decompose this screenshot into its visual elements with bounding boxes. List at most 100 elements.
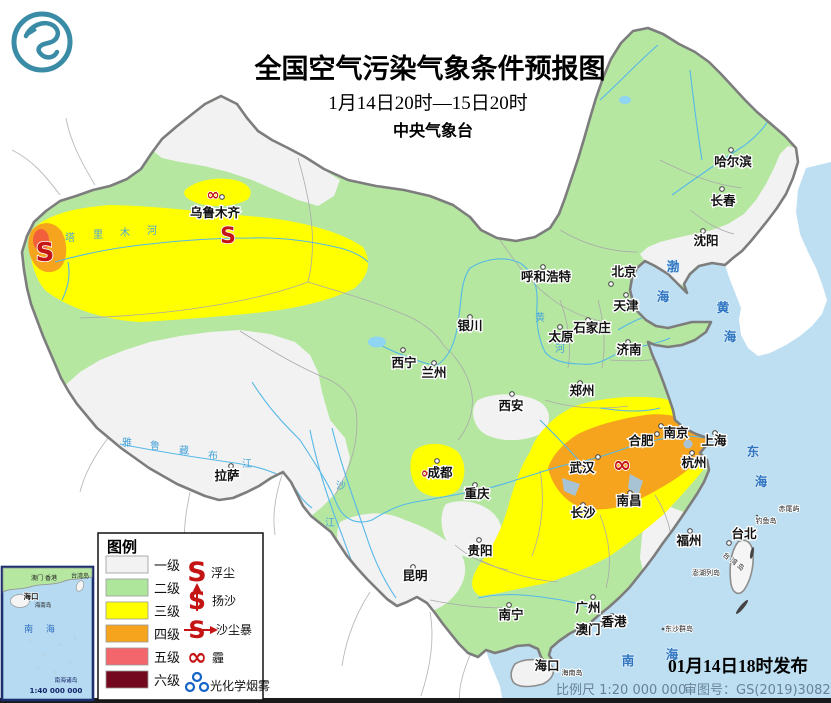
dust-label: 浮尘 — [211, 566, 235, 580]
legend-title: 图例 — [107, 538, 137, 556]
city-marker — [719, 186, 725, 192]
city-label: 长春 — [710, 193, 736, 208]
city-label: 银川 — [457, 318, 482, 333]
logo-dragon-head-icon — [25, 28, 37, 37]
blowing-sand-label: 扬沙 — [212, 593, 236, 608]
hazard-symbols: ∞ S S ∞ ∞ — [35, 184, 632, 483]
city-label: 西宁 — [391, 355, 416, 370]
city-marker — [577, 380, 583, 386]
city-label: 武汉 — [569, 460, 595, 475]
city-marker — [410, 564, 416, 570]
city-label: 天津 — [613, 298, 639, 313]
city-label: 贵阳 — [467, 543, 492, 558]
city-label: 海口 — [534, 658, 559, 673]
city-marker — [431, 360, 437, 366]
city-marker — [540, 264, 546, 270]
city-marker — [700, 228, 706, 234]
photochemical-smog-symbol-icon — [184, 671, 210, 693]
city-label: 西安 — [498, 398, 523, 413]
inset-islands-label: 南海诸岛 — [54, 676, 77, 684]
sea-name-char: 渤 — [667, 259, 680, 274]
inset-taiwan — [75, 580, 85, 592]
city-marker — [712, 430, 718, 436]
haze-map-symbol-icon: ∞ — [206, 185, 219, 204]
sea-name-char: 海 — [666, 647, 679, 662]
sea-labels: 渤海黄海东海南海 — [621, 258, 769, 669]
city-label: 长沙 — [570, 505, 596, 520]
legend-swatch-level-2 — [105, 578, 149, 597]
city-marker — [658, 423, 664, 429]
city-label: 沈阳 — [693, 233, 718, 248]
city-label: 合肥 — [628, 433, 654, 448]
legend-level-label: 一级 — [154, 559, 180, 574]
haze-symbol-icon: ∞ — [187, 643, 207, 671]
qinling-white — [473, 394, 549, 441]
diaoyu-island-label: 钓鱼岛 — [756, 516, 777, 525]
sea-name-char: 海 — [724, 329, 737, 344]
river-name-char: 鲁 — [150, 439, 160, 452]
inset-macau-hongkong-label: 澳门 香港 — [31, 574, 57, 582]
lakes — [368, 96, 693, 496]
ryukyu-islet — [749, 547, 755, 559]
inset-haikou-label: 海口 — [24, 591, 39, 601]
dust-map-symbol-icon: S — [220, 224, 236, 249]
city-label: 石家庄 — [572, 320, 611, 335]
city-marker — [228, 463, 234, 469]
city-label: 哈尔滨 — [714, 154, 752, 169]
dust-symbol-icon: S — [187, 557, 206, 588]
city-marker — [623, 292, 629, 298]
bottom-frame — [0, 698, 831, 703]
city-marker — [580, 502, 586, 508]
legend-swatch-level-1 — [105, 555, 149, 574]
issue-time: 01月14日18时发布 — [668, 656, 808, 676]
city-label: 兰州 — [421, 365, 446, 380]
qinghai-lake — [368, 336, 386, 348]
dongsha-islands-label: 东沙群岛 — [665, 624, 693, 633]
city-marker — [539, 658, 545, 664]
tibet-white — [60, 330, 350, 517]
city-marker — [472, 482, 478, 488]
islands — [510, 505, 784, 688]
chiwei-islet — [780, 505, 784, 509]
inset-coast — [2, 567, 93, 593]
header: 全国空气污染气象条件预报图 1月14日20时—15日20时 中央气象台 — [254, 53, 606, 140]
legend-level-label: 三级 — [154, 605, 180, 620]
sea-name-char: 海 — [657, 289, 670, 304]
city-marker — [654, 431, 660, 437]
cma-logo — [11, 11, 73, 73]
hulun-lake — [619, 96, 631, 104]
city-marker — [609, 613, 615, 619]
legend-swatch-level-3 — [105, 601, 149, 620]
city-marker — [687, 528, 693, 534]
tarim-yellow — [30, 205, 369, 322]
city-marker — [506, 602, 512, 608]
city-label: 福州 — [675, 533, 701, 548]
foreign-borders — [11, 117, 471, 703]
city-marker — [595, 454, 601, 460]
river-name-char: 里 — [93, 229, 103, 241]
river-name-char: 河 — [555, 343, 565, 355]
sea-name-char: 海 — [755, 474, 768, 489]
kashgar-red-core — [33, 229, 49, 251]
luzon-strait-islet — [736, 599, 748, 615]
haze-map-symbol-icon: ∞ — [613, 453, 631, 478]
taiwan-island — [729, 539, 754, 595]
tarim-river — [54, 237, 369, 263]
penghu-islands-label: 澎湖列岛 — [692, 568, 720, 577]
yellow-river — [379, 258, 671, 367]
city-label: 乌鲁木齐 — [190, 205, 241, 220]
sandstorm-label: 沙尘暴 — [216, 623, 252, 637]
south-china-sea-inset: 澳门 香港 台湾岛 海口 海南岛 南 海 南海诸岛 1:40 000 000 — [0, 565, 95, 702]
city-label: 台北 — [731, 526, 757, 541]
sea-name-char: 东 — [747, 444, 760, 459]
map-scale: 比例尺 1:20 000 000 — [556, 683, 686, 698]
city-label: 郑州 — [569, 383, 594, 398]
photochemical-smog-label: 光化学烟雾 — [210, 678, 270, 693]
river-name-char: 黄 — [535, 311, 545, 324]
sandstorm-arrowhead-icon — [210, 626, 218, 634]
yarlung-river — [119, 443, 313, 509]
city-label: 广州 — [575, 600, 600, 615]
river-name-char: 木 — [120, 227, 130, 239]
city-label: 澳门 — [575, 622, 600, 637]
